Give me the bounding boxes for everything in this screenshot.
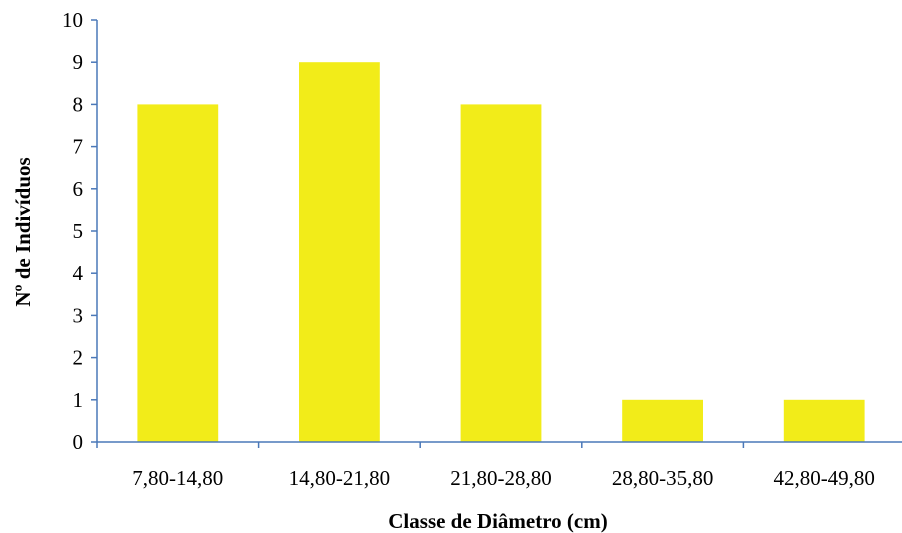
y-tick-label-10: 10 <box>62 8 83 32</box>
y-tick-label-7: 7 <box>73 135 84 159</box>
x-tick-label-4: 28,80-35,80 <box>612 466 714 490</box>
x-tick-label-2: 14,80-21,80 <box>289 466 391 490</box>
x-tick-label-3: 21,80-28,80 <box>450 466 552 490</box>
y-tick-label-6: 6 <box>73 177 84 201</box>
y-tick-label-5: 5 <box>73 219 84 243</box>
bar-5 <box>783 399 865 442</box>
y-tick-label-0: 0 <box>73 430 84 454</box>
bar-3 <box>460 104 542 443</box>
bar-1 <box>137 104 219 443</box>
bar-2 <box>299 62 380 442</box>
y-tick-label-2: 2 <box>73 346 84 370</box>
x-tick-label-1: 7,80-14,80 <box>132 466 223 490</box>
x-tick-label-5: 42,80-49,80 <box>773 466 875 490</box>
y-tick-label-4: 4 <box>73 261 84 285</box>
y-tick-label-8: 8 <box>73 92 84 116</box>
plot-area: 0 1 2 3 4 5 6 7 8 9 10 7,80-14,80 14,80-21,80 21,80-2… <box>62 8 902 490</box>
x-axis-title: Classe de Diâmetro (cm) <box>388 509 607 533</box>
y-tick-label-9: 9 <box>73 50 84 74</box>
bar-4 <box>622 399 703 442</box>
y-tick-label-3: 3 <box>73 303 84 327</box>
y-tick-label-1: 1 <box>73 388 84 412</box>
y-axis-title: Nº de Indivíduos <box>11 157 35 306</box>
